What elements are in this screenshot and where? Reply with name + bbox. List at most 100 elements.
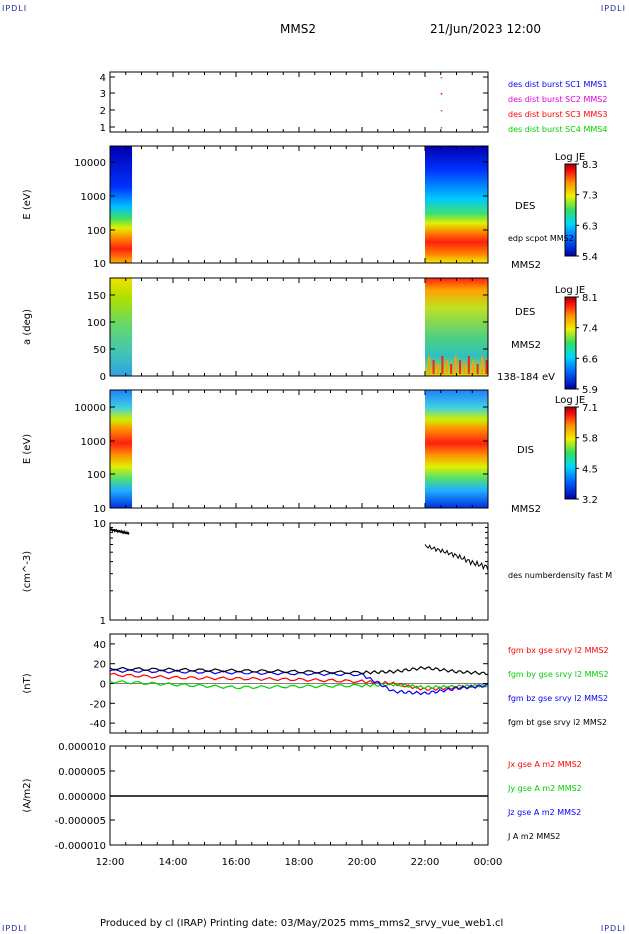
legend-entry: fgm bz gse srvy l2 MMS2	[508, 694, 608, 703]
pitch-streak	[441, 356, 444, 374]
y-tick-label: 1	[100, 616, 106, 627]
legend-entry: des dist burst SC1 MMS1	[508, 80, 607, 89]
overlay-label: edp scpot MMS2	[508, 234, 574, 243]
colorbar-tick-label: 4.5	[582, 464, 598, 475]
spacecraft-label: MMS2	[511, 340, 541, 351]
datetime-title: 21/Jun/2023 12:00	[430, 22, 542, 36]
instrument-label: DIS	[517, 445, 534, 456]
colorbar-tick-label: 6.3	[582, 221, 598, 232]
pitch-streak	[463, 364, 466, 374]
legend-entry: Jx gse A m2 MMS2	[507, 760, 582, 769]
legend-entry: fgm bx gse srvy l2 MMS2	[508, 646, 609, 655]
corner-label-tr: IPDLI	[600, 4, 626, 13]
burst-dot	[440, 93, 443, 95]
density-line	[109, 527, 130, 536]
y-tick-label: -40	[90, 719, 106, 730]
spectrogram-block	[425, 146, 488, 263]
legend-entry: des numberdensity fast M	[508, 571, 612, 580]
y-tick-label: 10000	[74, 158, 106, 169]
corner-label-tl: IPDLI	[2, 4, 28, 13]
burst-dot	[440, 77, 443, 79]
x-tick-label: 18:00	[285, 857, 314, 868]
y-tick-label: 0	[100, 680, 106, 691]
y-tick-label: 10	[93, 519, 106, 530]
y-tick-label: 1	[100, 123, 106, 134]
spacecraft-label: MMS2	[511, 504, 541, 515]
spacecraft-label: MMS2	[511, 260, 541, 271]
y-axis-label: (cm^-3)	[22, 551, 33, 592]
legend-entry: Jz gse A m2 MMS2	[507, 808, 581, 817]
corner-label-bl: IPDLI	[2, 924, 28, 933]
y-axis-label: (nT)	[22, 673, 33, 693]
y-tick-label: 3	[100, 89, 106, 100]
legend-entry: J A m2 MMS2	[507, 832, 560, 841]
energy-range-label: 138-184 eV	[497, 372, 555, 383]
colorbar	[564, 406, 577, 500]
pitch-streak	[454, 356, 457, 374]
y-axis-label: E (eV)	[22, 189, 33, 219]
colorbar-tick-label: 5.8	[582, 434, 598, 445]
spacecraft-title: MMS2	[280, 22, 316, 36]
colorbar-tick-label: 7.3	[582, 191, 598, 202]
x-tick-label: 14:00	[159, 857, 188, 868]
y-tick-label: 40	[93, 640, 106, 651]
x-tick-label: 12:00	[96, 857, 125, 868]
y-tick-label: 20	[93, 660, 106, 671]
y-tick-label: 10	[93, 259, 106, 270]
legend-entry: des dist burst SC3 MMS3	[508, 110, 607, 119]
y-tick-label: 10	[93, 504, 106, 515]
y-tick-label: -0.000005	[55, 816, 106, 827]
legend-entry: Jy gse A m2 MMS2	[507, 784, 582, 793]
y-tick-label: 50	[93, 345, 106, 356]
colorbar-tick-label: 5.9	[582, 385, 598, 396]
y-tick-label: 10000	[74, 403, 106, 414]
y-tick-label: 1000	[81, 192, 106, 203]
instrument-label: DES	[515, 307, 535, 318]
pitch-streak	[445, 360, 448, 374]
y-tick-label: 0.000005	[58, 767, 106, 778]
density-line	[424, 544, 489, 571]
spectrogram-block	[110, 390, 133, 508]
colorbar-tick-label: 8.1	[582, 293, 598, 304]
colorbar-tick-label: 5.4	[582, 252, 598, 263]
y-tick-label: -20	[90, 699, 106, 710]
y-tick-label: 150	[87, 291, 106, 302]
y-axis-label: E (eV)	[22, 434, 33, 464]
y-tick-label: 0	[100, 372, 106, 383]
colorbar-tick-label: 7.4	[582, 324, 598, 335]
pitch-streak	[481, 356, 484, 374]
colorbar-tick-label: 3.2	[582, 495, 598, 506]
field-line-3	[109, 665, 488, 676]
colorbar	[564, 296, 577, 390]
burst-dot	[440, 110, 443, 112]
y-tick-label: -0.000010	[55, 841, 106, 852]
corner-label-br: IPDLI	[600, 924, 626, 933]
y-tick-label: 2	[100, 106, 106, 117]
colorbar-title: Log JE	[555, 152, 585, 163]
x-tick-label: 22:00	[411, 857, 440, 868]
x-tick-label: 00:00	[474, 857, 503, 868]
x-tick-label: 20:00	[348, 857, 377, 868]
y-axis-label: (A/m2)	[22, 778, 33, 812]
y-tick-label: 0.000000	[58, 792, 106, 803]
pitch-streak	[432, 360, 435, 374]
pitch-streak	[472, 360, 475, 374]
spectrogram-block	[110, 146, 133, 263]
burst-dot	[440, 127, 443, 129]
y-tick-label: 0.000010	[58, 742, 106, 753]
pitch-streak	[450, 364, 453, 374]
legend-entry: fgm bt gse srvy l2 MMS2	[508, 718, 607, 727]
colorbar-title: Log JE	[555, 285, 585, 296]
legend-entry: fgm by gse srvy l2 MMS2	[508, 670, 609, 679]
y-axis-label: a (deg)	[22, 309, 33, 345]
footer-text: Produced by cl (IRAP) Printing date: 03/…	[100, 918, 504, 929]
x-tick-label: 16:00	[222, 857, 251, 868]
pitch-streak	[485, 360, 488, 374]
pitch-streak	[436, 364, 439, 374]
legend-entry: des dist burst SC4 MMS4	[508, 125, 607, 134]
colorbar-tick-label: 8.3	[582, 160, 598, 171]
instrument-label: DES	[515, 201, 535, 212]
panel-frame-density	[109, 522, 489, 621]
pitch-streak	[476, 364, 479, 374]
